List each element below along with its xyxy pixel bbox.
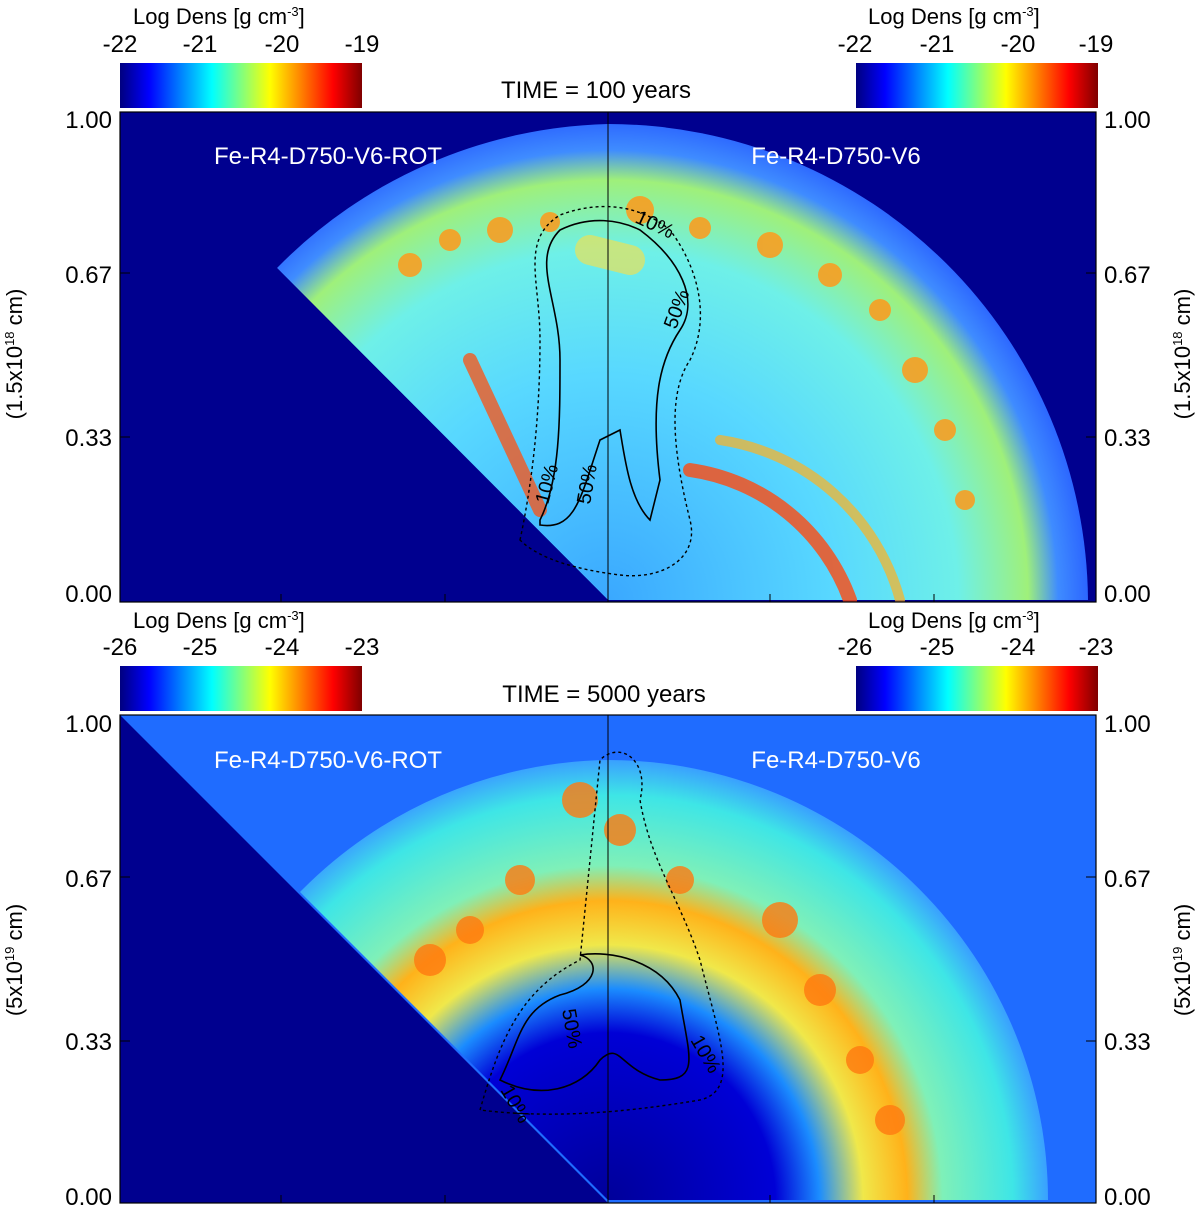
y-axis-label-bottom-left: (5x1019 cm) — [2, 904, 27, 1016]
y-ticks-top-right: 1.00 0.67 0.33 0.00 — [1104, 107, 1151, 608]
cb-tick: -21 — [920, 31, 955, 58]
density-shell-top — [277, 124, 1088, 600]
y-tick: 0.67 — [1104, 262, 1151, 289]
y-tick: 0.33 — [1104, 1029, 1151, 1056]
y-tick: 0.33 — [65, 1029, 112, 1056]
cb-tick: -23 — [1079, 634, 1114, 661]
cb-tick: -23 — [345, 634, 380, 661]
y-tick: 0.00 — [1104, 1184, 1151, 1211]
cb-tick: -25 — [183, 634, 218, 661]
density-shell-bottom — [300, 760, 1048, 1200]
y-tick: 0.67 — [65, 866, 112, 893]
colorbar-bottom-right — [856, 666, 1098, 711]
run-label-top-left: Fe-R4-D750-V6-ROT — [214, 143, 442, 170]
run-label-bottom-right: Fe-R4-D750-V6 — [751, 747, 920, 774]
cb-tick: -24 — [1001, 634, 1036, 661]
colorbar-ticks-bottom-left: -26 -25 -24 -23 — [103, 634, 380, 661]
colorbar-title-bottom-left: Log Dens [g cm-3] — [133, 608, 305, 633]
colorbar-title-top-left: Log Dens [g cm-3] — [133, 4, 305, 29]
colorbar-ticks-bottom-right: -26 -25 -24 -23 — [838, 634, 1114, 661]
colorbar-ticks-top-right: -22 -21 -20 -19 — [838, 31, 1114, 58]
y-ticks-top-left: 1.00 0.67 0.33 0.00 — [65, 107, 112, 608]
y-ticks-bottom-right: 1.00 0.67 0.33 0.00 — [1104, 711, 1151, 1211]
clumps-top — [398, 196, 975, 510]
contours-top — [519, 205, 702, 577]
cb-tick: -20 — [1001, 31, 1036, 58]
excluded-wedge-top — [120, 268, 608, 600]
y-tick: 0.67 — [65, 262, 112, 289]
y-tick: 0.00 — [65, 1184, 112, 1211]
time-label-top: TIME = 100 years — [501, 77, 691, 104]
cb-tick: -22 — [838, 31, 873, 58]
y-axis-label-top-left: (1.5x1018 cm) — [2, 289, 27, 420]
y-tick: 1.00 — [1104, 107, 1151, 134]
clumps-bottom — [414, 782, 905, 1135]
colorbar-ticks-top-left: -22 -21 -20 -19 — [103, 31, 380, 58]
y-tick: 0.67 — [1104, 866, 1151, 893]
cb-tick: -20 — [265, 31, 300, 58]
plot-frame-bottom — [119, 714, 1097, 1204]
cb-tick: -19 — [1079, 31, 1114, 58]
colorbar-top-left — [120, 63, 362, 108]
cb-tick: -25 — [920, 634, 955, 661]
bottom-panel — [119, 666, 1098, 1204]
y-tick: 1.00 — [65, 711, 112, 738]
run-label-bottom-left: Fe-R4-D750-V6-ROT — [214, 747, 442, 774]
y-axis-label-bottom-right: (5x1019 cm) — [1170, 904, 1195, 1016]
y-tick: 1.00 — [1104, 711, 1151, 738]
cb-tick: -26 — [838, 634, 873, 661]
ticks-bottom — [120, 876, 1096, 1203]
cb-tick: -22 — [103, 31, 138, 58]
time-label-bottom: TIME = 5000 years — [502, 681, 705, 708]
cb-tick: -26 — [103, 634, 138, 661]
run-label-top-right: Fe-R4-D750-V6 — [751, 143, 920, 170]
y-tick: 0.00 — [65, 581, 112, 608]
top-panel — [119, 63, 1098, 603]
y-tick: 0.33 — [1104, 425, 1151, 452]
ticks-top — [120, 272, 1096, 602]
y-tick: 0.00 — [1104, 581, 1151, 608]
cb-tick: -19 — [345, 31, 380, 58]
cb-tick: -24 — [265, 634, 300, 661]
y-tick: 1.00 — [65, 107, 112, 134]
plot-frame-top — [119, 111, 1097, 603]
colorbar-top-right — [856, 63, 1098, 108]
contours-bottom — [479, 751, 724, 1115]
colorbar-title-top-right: Log Dens [g cm-3] — [868, 4, 1040, 29]
excluded-wedge-bottom — [120, 715, 608, 1203]
y-ticks-bottom-left: 1.00 0.67 0.33 0.00 — [65, 711, 112, 1211]
colorbar-bottom-left — [120, 666, 362, 711]
y-axis-label-top-right: (1.5x1018 cm) — [1170, 289, 1195, 420]
colorbar-title-bottom-right: Log Dens [g cm-3] — [868, 608, 1040, 633]
y-tick: 0.33 — [65, 425, 112, 452]
inner-filaments-top — [463, 235, 905, 602]
cb-tick: -21 — [183, 31, 218, 58]
